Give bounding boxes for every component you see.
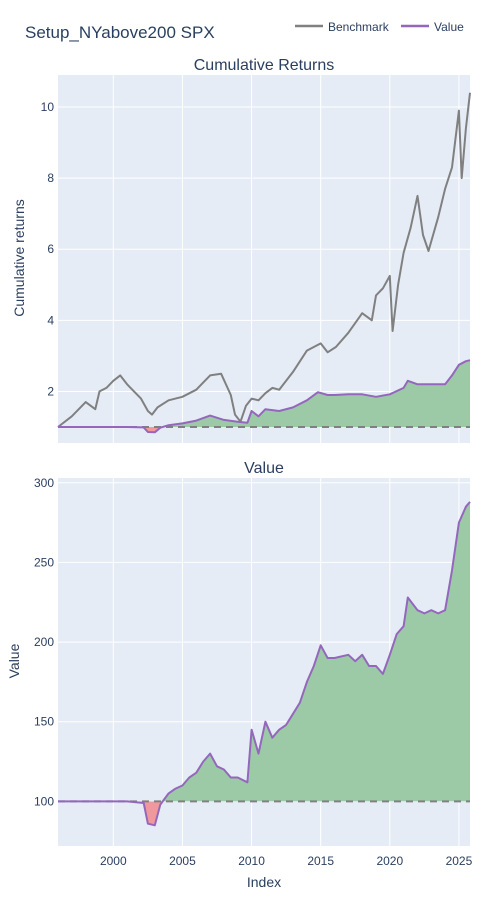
value-value-line: [58, 501, 471, 827]
x-tick-label: 2020: [376, 854, 403, 868]
legend: Benchmark Value: [295, 20, 464, 34]
cumulative-returns-title: Cumulative Returns: [194, 57, 335, 74]
value-y-tick-label: 150: [34, 715, 54, 729]
cumulative-returns-panel: 2 4 6 8 10 Cumulative Returns Cumulative ret…: [11, 57, 471, 443]
cumret-y-tick-label: 10: [41, 100, 55, 114]
cumret-y-tick-label: 8: [47, 171, 54, 185]
cumret-plot-area: [58, 75, 470, 443]
value-y-axis-label: Value: [6, 643, 22, 678]
value-y-tick-label: 300: [34, 476, 54, 490]
value-panel-title: Value: [244, 460, 284, 477]
cumret-benchmark-line: [57, 92, 471, 428]
x-tick-label: 2025: [446, 854, 473, 868]
cumulative-returns-y-axis-label: Cumulative returns: [11, 199, 27, 317]
value-gain-area: [58, 501, 470, 802]
value-y-tick-label: 250: [34, 555, 54, 569]
cumret-y-tick-label: 6: [47, 242, 54, 256]
x-tick-label: 2015: [307, 854, 334, 868]
legend-label-benchmark: Benchmark: [328, 20, 390, 34]
cumret-y-tick-label: 4: [47, 313, 54, 327]
cumret-y-tick-label: 2: [47, 384, 54, 398]
x-axis-label: Index: [247, 874, 281, 890]
value-y-tick-label: 200: [34, 635, 54, 649]
cumret-gain-area: [58, 360, 470, 427]
x-tick-label: 2000: [100, 854, 127, 868]
legend-label-value: Value: [434, 20, 464, 34]
x-tick-label: 2010: [238, 854, 265, 868]
cumret-value-line: [58, 359, 471, 434]
value-y-tick-label: 100: [34, 794, 54, 808]
chart-title: Setup_NYabove200 SPX: [25, 23, 215, 42]
x-tick-label: 2005: [169, 854, 196, 868]
